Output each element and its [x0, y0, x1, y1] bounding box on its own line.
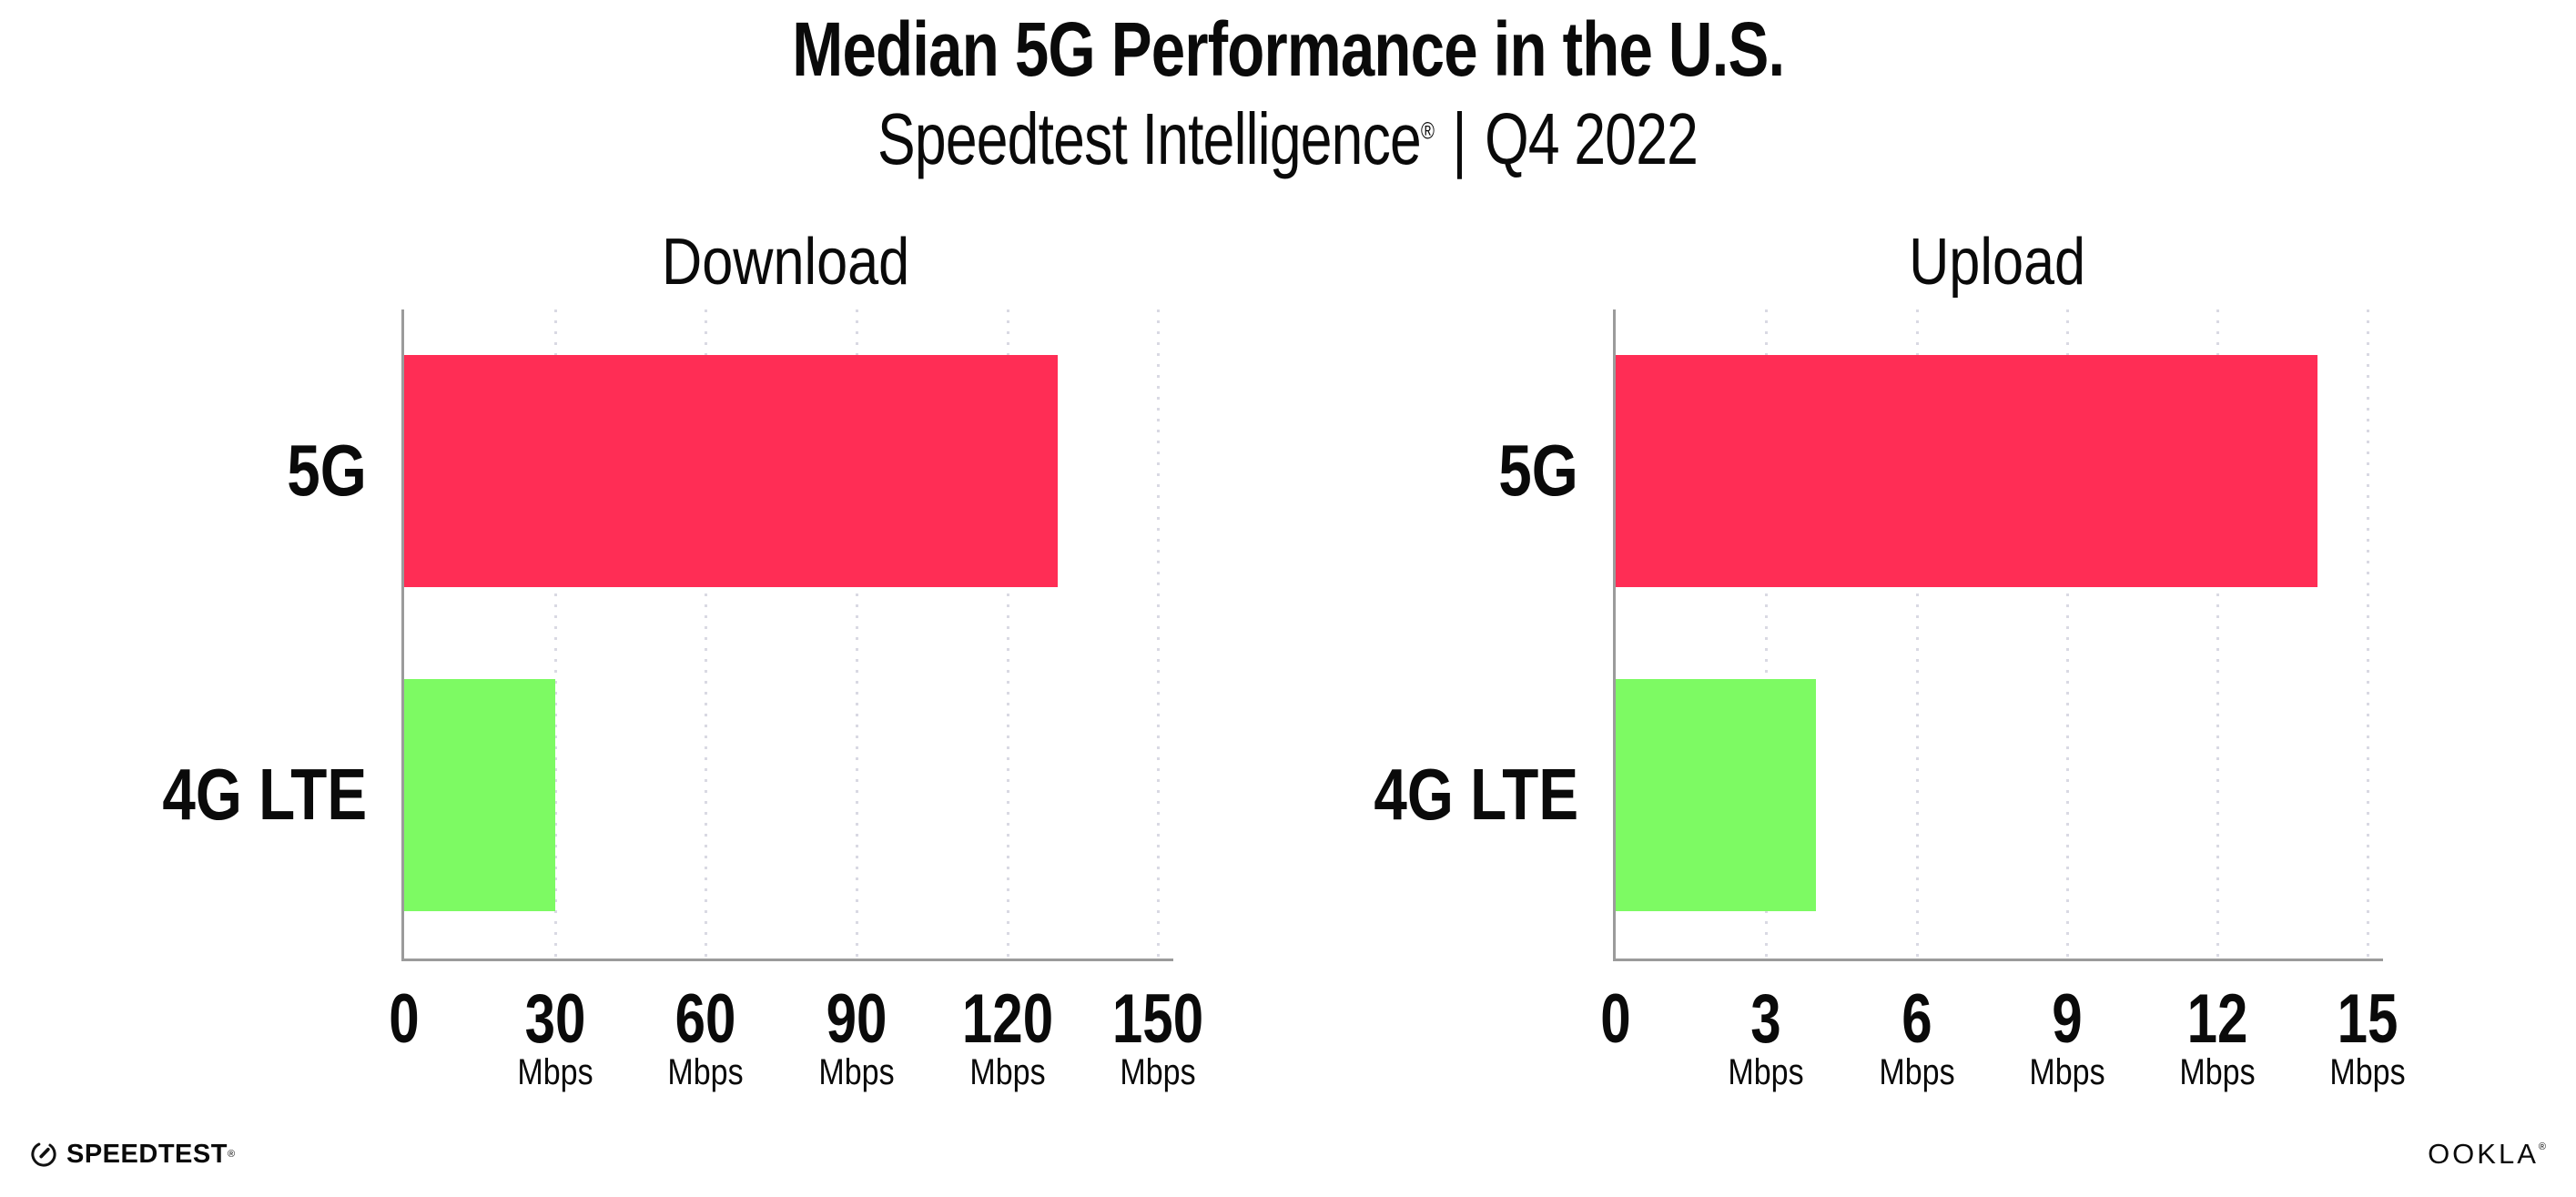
x-tick-30: 30 Mbps [511, 961, 600, 1092]
x-tick-unit: Mbps [1120, 1052, 1196, 1092]
download-chart-panel: Download 5G 4G LTE 0 30 Mbps 60 Mbps 90 Mbps 120… [162, 218, 1204, 1090]
x-tick-3: 3 Mbps [1721, 961, 1810, 1092]
x-tick-90: 90 Mbps [812, 961, 901, 1092]
x-tick-value: 0 [389, 980, 420, 1058]
x-tick-unit: Mbps [818, 1052, 895, 1092]
x-tick-unit: Mbps [667, 1052, 744, 1092]
x-axis-tick-labels: 0 30 Mbps 60 Mbps 90 Mbps 120 Mbps 150 Mbps [389, 961, 1203, 1125]
upload-category-labels: 5G 4G LTE [1374, 309, 1613, 961]
x-tick-value: 120 [961, 980, 1053, 1058]
x-tick-0: 0 [385, 961, 423, 1058]
x-axis-tick-labels: 0 3 Mbps 6 Mbps 9 Mbps 12 Mbps 15 Mbps [1600, 961, 2406, 1125]
gridline-9 [2065, 309, 2069, 959]
x-tick-9: 9 Mbps [2023, 961, 2112, 1092]
download-category-labels: 5G 4G LTE [162, 309, 401, 961]
x-tick-value: 3 [1750, 980, 1781, 1058]
subtitle-period: Q4 2022 [1485, 98, 1699, 179]
x-tick-value: 60 [674, 980, 736, 1058]
download-chart-title: Download [662, 226, 910, 299]
subtitle-product: Speedtest Intelligence [877, 98, 1422, 179]
x-tick-value: 9 [2052, 980, 2083, 1058]
category-label-5g: 5G [1498, 430, 1578, 511]
x-tick-unit: Mbps [517, 1052, 593, 1092]
ookla-logo-text: OOKLA [2428, 1138, 2539, 1170]
x-tick-value: 150 [1112, 980, 1204, 1058]
ookla-trademark: ® [2538, 1141, 2546, 1152]
x-tick-15: 15 Mbps [2324, 961, 2413, 1092]
upload-plot-area: 0 3 Mbps 6 Mbps 9 Mbps 12 Mbps 15 Mbps [1600, 309, 2406, 1090]
bar-5g [1616, 355, 2318, 587]
gridline-150 [1157, 309, 1161, 959]
ookla-logo: OOKLA® [2428, 1138, 2546, 1170]
gridline-30 [553, 309, 557, 959]
page-title-text: Median 5G Performance in the U.S. [791, 6, 1785, 92]
x-tick-12: 12 Mbps [2173, 961, 2262, 1092]
x-tick-unit: Mbps [1879, 1052, 1955, 1092]
bar-4g-lte [404, 679, 555, 911]
gridline-15 [2367, 309, 2370, 959]
gridline-12 [2216, 309, 2220, 959]
x-tick-unit: Mbps [2029, 1052, 2105, 1092]
x-tick-6: 6 Mbps [1872, 961, 1962, 1092]
registered-mark: ® [1421, 117, 1435, 145]
x-tick-120: 120 Mbps [949, 961, 1065, 1092]
x-tick-60: 60 Mbps [661, 961, 750, 1092]
subtitle-separator: | [1452, 98, 1467, 179]
speedtest-trademark: ® [227, 1149, 236, 1160]
category-label-5g: 5G [287, 430, 367, 511]
gridline-6 [1915, 309, 1919, 959]
gridline-60 [705, 309, 708, 959]
download-plot-area: 0 30 Mbps 60 Mbps 90 Mbps 120 Mbps 150 Mbps [389, 309, 1204, 1090]
bar-5g [404, 355, 1058, 587]
x-tick-unit: Mbps [2329, 1052, 2407, 1092]
x-tick-value: 6 [1901, 980, 1932, 1058]
x-tick-unit: Mbps [2179, 1052, 2256, 1092]
x-tick-unit: Mbps [1728, 1052, 1804, 1092]
gridline-120 [1006, 309, 1009, 959]
upload-chart-panel: Upload 5G 4G LTE 0 3 Mbps 6 Mbps 9 Mbps 12 Mbps 15… [1374, 218, 2406, 1090]
page-subtitle: Speedtest Intelligence® | Q4 2022 [0, 98, 2576, 180]
page-subtitle-text: Speedtest Intelligence® | Q4 2022 [877, 98, 1699, 180]
upload-chart-title: Upload [1909, 226, 2086, 299]
bar-4g-lte [1616, 679, 1817, 911]
category-label-4g-lte: 4G LTE [162, 754, 367, 835]
x-tick-0: 0 [1597, 961, 1635, 1058]
x-tick-value: 90 [826, 980, 887, 1058]
category-label-4g-lte: 4G LTE [1374, 754, 1578, 835]
header: Median 5G Performance in the U.S. Speedt… [0, 5, 2576, 180]
speedtest-gauge-icon [31, 1142, 56, 1167]
x-tick-value: 12 [2186, 980, 2248, 1058]
speedtest-logo-text: SPEEDTEST [66, 1140, 228, 1169]
x-tick-value: 0 [1600, 980, 1631, 1058]
page-title: Median 5G Performance in the U.S. [0, 5, 2576, 93]
speedtest-logo: SPEEDTEST ® [30, 1141, 235, 1168]
x-tick-150: 150 Mbps [1100, 961, 1216, 1092]
gridline-90 [856, 309, 859, 959]
x-tick-value: 15 [2338, 980, 2399, 1058]
x-tick-unit: Mbps [969, 1052, 1046, 1092]
gridline-3 [1765, 309, 1769, 959]
x-tick-value: 30 [524, 980, 586, 1058]
